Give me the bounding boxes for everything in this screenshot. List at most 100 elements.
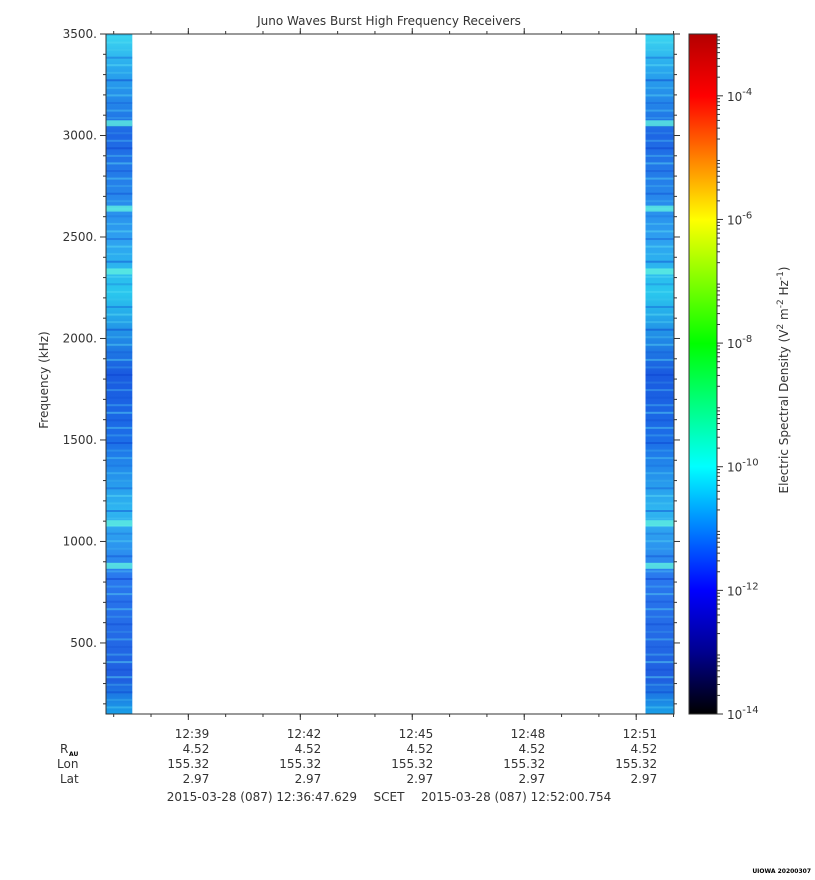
- noise-stripe: [105, 192, 133, 195]
- noise-stripe: [645, 260, 674, 263]
- credit-label: UIOWA 20200307: [752, 868, 811, 875]
- noise-stripe: [105, 238, 133, 240]
- colorbar-tick-label: 10-4: [727, 87, 752, 104]
- noise-stripe: [105, 283, 133, 286]
- noise-stripe: [645, 71, 674, 74]
- noise-stripe: [645, 147, 674, 150]
- noise-stripe: [105, 389, 133, 392]
- noise-stripe: [105, 343, 133, 346]
- colorbar-tick-label: 10-14: [727, 705, 759, 722]
- noise-stripe: [105, 487, 133, 490]
- noise-stripe: [645, 94, 674, 97]
- noise-stripe: [645, 532, 674, 535]
- noise-stripe: [645, 404, 674, 407]
- noise-stripe: [645, 434, 674, 437]
- noise-stripe: [105, 381, 133, 384]
- band-enhancement-3: [645, 268, 674, 275]
- ephem-value-r: 4.52: [519, 742, 546, 756]
- x-tick-label: 12:51: [623, 727, 658, 741]
- noise-stripe: [645, 41, 674, 44]
- noise-stripe: [105, 132, 133, 135]
- noise-stripe: [105, 479, 133, 482]
- noise-stripe: [105, 245, 133, 248]
- noise-stripe: [645, 230, 674, 233]
- noise-stripe: [105, 449, 133, 452]
- noise-stripe: [105, 638, 133, 641]
- band-enhancement-2: [105, 520, 133, 527]
- y-axis-label: Frequency (kHz): [37, 331, 51, 428]
- noise-stripe: [645, 366, 674, 369]
- colorbar-tick-label: 10-8: [727, 334, 752, 351]
- ephemeris-labels: R AU Lon Lat: [57, 742, 79, 786]
- ephem-value-lon: 155.32: [615, 757, 657, 771]
- noise-stripe: [105, 64, 133, 67]
- noise-stripe: [105, 547, 133, 550]
- noise-stripe: [645, 139, 674, 142]
- noise-stripe: [105, 532, 133, 535]
- x-axis: 12:39 12:42 12:45 12:48 12:51: [113, 28, 675, 741]
- band-enhancement-5: [645, 120, 674, 127]
- noise-stripe: [645, 321, 674, 324]
- noise-stripe: [105, 147, 133, 150]
- noise-stripe: [645, 238, 674, 240]
- x-tick-label: 12:39: [175, 727, 210, 741]
- noise-stripe: [645, 547, 674, 550]
- noise-stripe: [105, 646, 133, 648]
- data-block-1: [105, 34, 133, 714]
- noise-stripe: [105, 215, 133, 218]
- noise-stripe: [645, 298, 674, 301]
- noise-stripe: [105, 661, 133, 664]
- noise-stripe: [645, 593, 674, 596]
- noise-stripe: [645, 313, 674, 316]
- noise-stripe: [645, 494, 674, 497]
- noise-stripe: [645, 411, 674, 414]
- colorbar-tick-label: 10-6: [727, 210, 752, 227]
- noise-stripe: [645, 170, 674, 172]
- noise-stripe: [645, 56, 674, 59]
- noise-stripe: [645, 192, 674, 195]
- noise-stripe: [105, 457, 133, 460]
- noise-stripe: [105, 555, 133, 558]
- noise-stripe: [105, 94, 133, 97]
- noise-stripe: [105, 374, 133, 376]
- noise-stripe: [105, 298, 133, 301]
- noise-stripe: [645, 86, 674, 89]
- noise-stripe: [645, 510, 674, 512]
- noise-stripe: [105, 404, 133, 407]
- noise-stripe: [645, 419, 674, 422]
- noise-stripe: [105, 139, 133, 142]
- ephem-value-lat: 2.97: [630, 772, 657, 786]
- noise-stripe: [105, 109, 133, 112]
- ephem-value-lat: 2.97: [407, 772, 434, 786]
- noise-stripe: [105, 275, 133, 278]
- noise-stripe: [645, 457, 674, 460]
- noise-stripe: [105, 676, 133, 679]
- noise-stripe: [645, 683, 674, 686]
- ephemeris-values: 4.52155.322.974.52155.322.974.52155.322.…: [167, 742, 657, 786]
- noise-stripe: [645, 585, 674, 588]
- noise-stripe: [645, 570, 674, 573]
- noise-stripe: [645, 336, 674, 339]
- noise-stripe: [645, 706, 674, 709]
- noise-stripe: [645, 449, 674, 452]
- y-tick-label: 1500.: [63, 433, 97, 447]
- noise-stripe: [105, 510, 133, 512]
- noise-stripe: [105, 472, 133, 475]
- noise-stripe: [105, 570, 133, 573]
- band-enhancement-1: [105, 562, 133, 569]
- noise-stripe: [645, 328, 674, 331]
- noise-stripe: [105, 630, 133, 633]
- noise-stripe: [105, 102, 133, 104]
- noise-stripe: [105, 328, 133, 331]
- noise-stripe: [645, 162, 674, 165]
- noise-stripe: [105, 540, 133, 543]
- noise-stripe: [645, 49, 674, 52]
- ephem-value-lon: 155.32: [503, 757, 545, 771]
- noise-stripe: [645, 608, 674, 611]
- band-enhancement-1: [645, 562, 674, 569]
- noise-stripe: [645, 464, 674, 467]
- noise-stripe: [105, 706, 133, 709]
- noise-stripe: [645, 487, 674, 490]
- noise-stripe: [645, 200, 674, 203]
